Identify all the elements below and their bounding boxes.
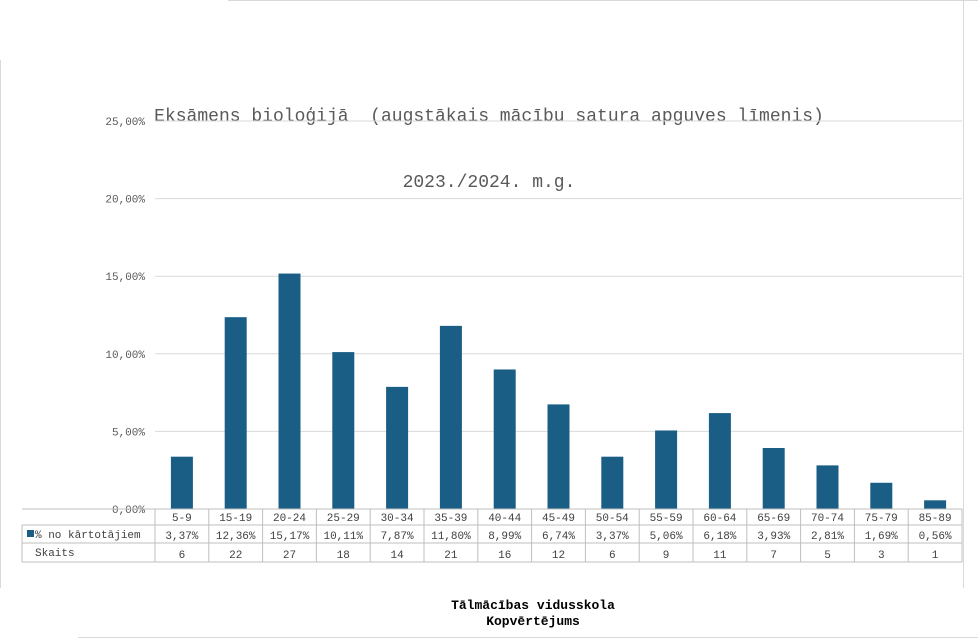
x-category-label: 85-89 bbox=[919, 513, 952, 525]
data-label: 6,18% bbox=[703, 531, 736, 543]
bar bbox=[439, 325, 462, 509]
bar bbox=[762, 448, 785, 509]
table-cell: 5 bbox=[824, 550, 831, 562]
y-tick-label: 5,00% bbox=[112, 427, 145, 439]
data-label: 12,36% bbox=[216, 531, 256, 543]
table-cell: 6 bbox=[179, 550, 186, 562]
table-cell: 27 bbox=[283, 550, 296, 562]
x-category-label: 15-19 bbox=[219, 513, 252, 525]
x-category-label: 75-79 bbox=[865, 513, 898, 525]
bar bbox=[493, 369, 516, 509]
chart-title: Eksāmens bioloģijā (augstākais mācību sa… bbox=[154, 107, 824, 127]
bar bbox=[601, 456, 624, 509]
bar bbox=[170, 456, 193, 509]
chart-subtitle: 2023./2024. m.g. bbox=[402, 173, 576, 193]
data-label: 3,93% bbox=[757, 531, 790, 543]
x-category-label: 65-69 bbox=[757, 513, 790, 525]
frame-top-border bbox=[228, 0, 978, 1]
x-category-label: 25-29 bbox=[327, 513, 360, 525]
table-cell: 12 bbox=[552, 550, 565, 562]
table-cell: 14 bbox=[390, 550, 404, 562]
x-category-label: 5-9 bbox=[172, 513, 192, 525]
bar bbox=[924, 500, 947, 509]
x-category-label: 30-34 bbox=[381, 513, 414, 525]
bar bbox=[278, 273, 301, 509]
y-tick-label: 25,00% bbox=[105, 117, 145, 129]
x-category-label: 45-49 bbox=[542, 513, 575, 525]
data-label: 3,37% bbox=[596, 531, 629, 543]
footer-summary: Kopvērtējums bbox=[486, 614, 580, 629]
series-name: % no kārtotājiem bbox=[35, 530, 141, 542]
footer-school: Tālmācības vidusskola bbox=[451, 598, 615, 613]
data-label: 7,87% bbox=[381, 531, 414, 543]
x-category-label: 40-44 bbox=[488, 513, 521, 525]
table-cell: 16 bbox=[498, 550, 511, 562]
bar bbox=[816, 465, 839, 509]
frame-right-border bbox=[963, 0, 964, 588]
x-category-label: 55-59 bbox=[650, 513, 683, 525]
frame-bottom-border bbox=[78, 637, 978, 638]
y-tick-label: 10,00% bbox=[105, 350, 145, 362]
y-tick-label: 15,00% bbox=[105, 272, 145, 284]
y-tick-label: 20,00% bbox=[105, 195, 145, 207]
table-cell: 9 bbox=[663, 550, 670, 562]
x-category-label: 20-24 bbox=[273, 513, 306, 525]
data-label: 0,56% bbox=[919, 531, 952, 543]
x-category-label: 60-64 bbox=[703, 513, 736, 525]
chart-title-block: Eksāmens bioloģijā (augstākais mācību sa… bbox=[0, 62, 978, 216]
bar bbox=[547, 404, 570, 509]
data-label: 15,17% bbox=[270, 531, 310, 543]
x-category-label: 70-74 bbox=[811, 513, 844, 525]
frame-left-border bbox=[0, 60, 1, 588]
table-cell: 22 bbox=[229, 550, 242, 562]
data-label: 6,74% bbox=[542, 531, 575, 543]
table-cell: 7 bbox=[770, 550, 777, 562]
x-category-label: 50-54 bbox=[596, 513, 629, 525]
bar bbox=[708, 413, 731, 509]
bar bbox=[386, 386, 409, 509]
table-cell: 1 bbox=[932, 550, 939, 562]
table-cell: 21 bbox=[444, 550, 458, 562]
table-cell: 11 bbox=[713, 550, 727, 562]
x-category-label: 35-39 bbox=[434, 513, 467, 525]
legend-key bbox=[27, 530, 34, 537]
data-label: 2,81% bbox=[811, 531, 844, 543]
y-tick-label: 0,00% bbox=[112, 505, 145, 517]
data-label: 8,99% bbox=[488, 531, 521, 543]
bar bbox=[870, 482, 893, 509]
data-label: 3,37% bbox=[165, 531, 198, 543]
data-label: 10,11% bbox=[323, 531, 363, 543]
table-cell: 3 bbox=[878, 550, 885, 562]
bar bbox=[224, 317, 247, 509]
data-label: 5,06% bbox=[650, 531, 683, 543]
table-cell: 6 bbox=[609, 550, 616, 562]
bar bbox=[332, 352, 355, 509]
bar bbox=[655, 430, 678, 509]
data-label: 1,69% bbox=[865, 531, 898, 543]
table-cell: 18 bbox=[337, 550, 350, 562]
data-label: 11,80% bbox=[431, 531, 471, 543]
table-row-name: Skaits bbox=[35, 548, 75, 560]
